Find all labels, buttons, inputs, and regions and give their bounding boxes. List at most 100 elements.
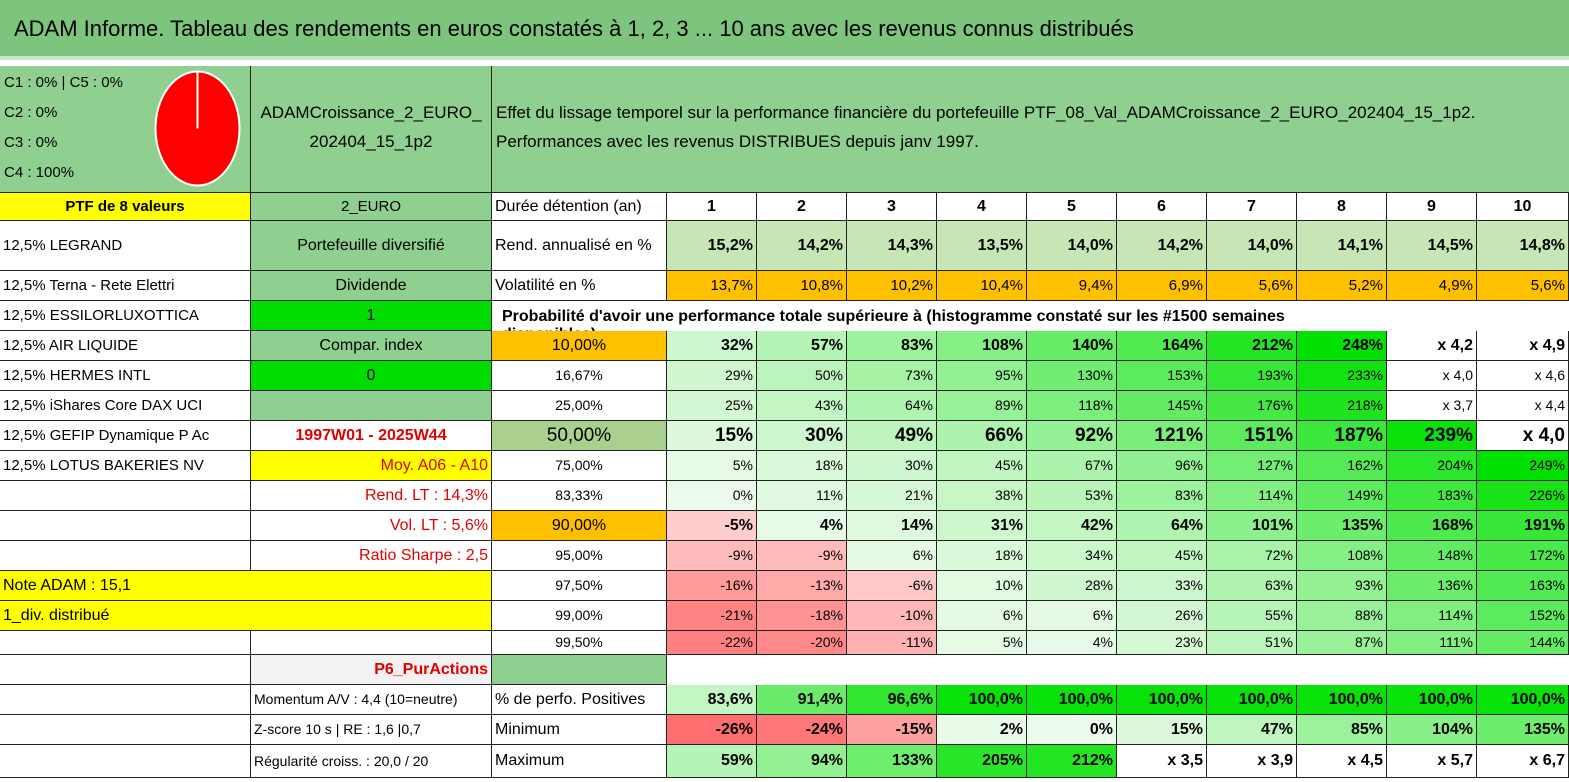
probability-value: 95% <box>937 361 1027 391</box>
probability-value: x 4,2 <box>1387 331 1477 361</box>
volatility-value: 4,9% <box>1387 271 1477 301</box>
holding-row: 12,5% Terna - Rete Elettri <box>0 271 251 301</box>
probability-value: 29% <box>667 361 757 391</box>
probability-value: 164% <box>1117 331 1207 361</box>
probability-value: x 4,9 <box>1477 331 1569 361</box>
holding-row: 12,5% iShares Core DAX UCI <box>0 391 251 421</box>
stats-value: 59% <box>667 745 757 778</box>
probability-value: 162% <box>1297 451 1387 481</box>
probability-value: 26% <box>1117 601 1207 631</box>
probability-caption: Probabilité d'avoir une performance tota… <box>502 308 1285 343</box>
probability-value: 249% <box>1477 451 1569 481</box>
probability-value: 4% <box>757 511 847 541</box>
empty-cell <box>0 685 251 715</box>
probability-value: 187% <box>1297 421 1387 451</box>
stats-value: 100,0% <box>1027 685 1117 715</box>
info-cell: Vol. LT : 5,6% <box>251 511 492 541</box>
stats-value: 100,0% <box>1477 685 1569 715</box>
probability-value: 83% <box>1117 481 1207 511</box>
annual-value: 14,5% <box>1387 221 1477 271</box>
empty-cell <box>0 715 251 745</box>
probability-value: 0% <box>667 481 757 511</box>
probability-value: 239% <box>1387 421 1477 451</box>
probability-value: 168% <box>1387 511 1477 541</box>
probability-value: -9% <box>667 541 757 571</box>
stats-value: 100,0% <box>1297 685 1387 715</box>
probability-value: 233% <box>1297 361 1387 391</box>
probability-value: 45% <box>937 451 1027 481</box>
probability-threshold: 95,00% <box>492 541 667 571</box>
holding-row: 12,5% GEFIP Dynamique P Ac <box>0 421 251 451</box>
portfolio-name-line: ADAMCroissance_2_EURO_ <box>260 103 482 122</box>
probability-value: 87% <box>1297 631 1387 655</box>
probability-value: 25% <box>667 391 757 421</box>
probability-value: 18% <box>937 541 1027 571</box>
probability-value: 92% <box>1027 421 1117 451</box>
year-header: 9 <box>1387 193 1477 221</box>
probability-value: 5% <box>667 451 757 481</box>
probability-value: x 3,7 <box>1387 391 1477 421</box>
page-title: ADAM Informe. Tableau des rendements en … <box>14 16 1134 41</box>
year-header: 2 <box>757 193 847 221</box>
probability-value: 49% <box>847 421 937 451</box>
empty-cell <box>0 541 251 571</box>
probability-value: 88% <box>1297 601 1387 631</box>
probability-value: 204% <box>1387 451 1477 481</box>
probability-value: 140% <box>1027 331 1117 361</box>
info-cell: Régularité croiss. : 20,0 / 20 <box>251 745 492 778</box>
probability-value: 114% <box>1387 601 1477 631</box>
empty-cell <box>0 745 251 778</box>
probability-value: 152% <box>1477 601 1569 631</box>
probability-value: 248% <box>1297 331 1387 361</box>
empty-cell <box>0 511 251 541</box>
probability-value: 5% <box>937 631 1027 655</box>
info-cell: Momentum A/V : 4,4 (10=neutre) <box>251 685 492 715</box>
stats-value: 96,6% <box>847 685 937 715</box>
probability-value: 10% <box>937 571 1027 601</box>
allocation-pie-chart <box>154 70 241 187</box>
probability-value: 101% <box>1207 511 1297 541</box>
info-cell: Portefeuille diversifié <box>251 221 492 271</box>
probability-value: 66% <box>937 421 1027 451</box>
info-cell: Note ADAM : 15,1 <box>0 571 492 601</box>
probability-value: x 4,4 <box>1477 391 1569 421</box>
volatility-label: Volatilité en % <box>492 271 667 301</box>
legend-line: C4 : 100% <box>4 164 75 181</box>
probability-threshold: 50,00% <box>492 421 667 451</box>
annual-label: Rend. annualisé en % <box>492 221 667 271</box>
probability-threshold: 97,50% <box>492 571 667 601</box>
probability-value: 28% <box>1027 571 1117 601</box>
probability-value: -21% <box>667 601 757 631</box>
probability-value: 43% <box>757 391 847 421</box>
probability-value: 50% <box>757 361 847 391</box>
probability-value: 51% <box>1207 631 1297 655</box>
empty-cell <box>0 631 251 655</box>
probability-value: 42% <box>1027 511 1117 541</box>
probability-value: -13% <box>757 571 847 601</box>
probability-threshold: 10,00% <box>492 331 667 361</box>
probability-value: 45% <box>1117 541 1207 571</box>
volatility-value: 5,2% <box>1297 271 1387 301</box>
volatility-value: 5,6% <box>1477 271 1569 301</box>
allocation-legend: C1 : 0% | C5 : 0% C2 : 0% C3 : 0% C4 : 1… <box>0 66 251 193</box>
probability-value: 6% <box>937 601 1027 631</box>
year-header: 3 <box>847 193 937 221</box>
holding-row: 12,5% AIR LIQUIDE <box>0 331 251 361</box>
info-cell: Compar. index <box>251 331 492 361</box>
description-line: Performances avec les revenus DISTRIBUES… <box>496 131 979 151</box>
probability-value: -5% <box>667 511 757 541</box>
volatility-value: 10,2% <box>847 271 937 301</box>
volatility-value: 10,8% <box>757 271 847 301</box>
duration-label: Durée détention (an) <box>492 193 667 221</box>
info-cell: Z-score 10 s | RE : 1,6 |0,7 <box>251 715 492 745</box>
stats-value: 15% <box>1117 715 1207 745</box>
holding-row: 12,5% HERMES INTL <box>0 361 251 391</box>
annual-value: 14,2% <box>1117 221 1207 271</box>
info-cell: 1_div. distribué <box>0 601 492 631</box>
probability-threshold: 90,00% <box>492 511 667 541</box>
performance-table: C1 : 0% | C5 : 0% C2 : 0% C3 : 0% C4 : 1… <box>0 66 1569 778</box>
stats-value: -24% <box>757 715 847 745</box>
probability-value: 114% <box>1207 481 1297 511</box>
probability-value: 21% <box>847 481 937 511</box>
holding-row: 12,5% LEGRAND <box>0 221 251 271</box>
